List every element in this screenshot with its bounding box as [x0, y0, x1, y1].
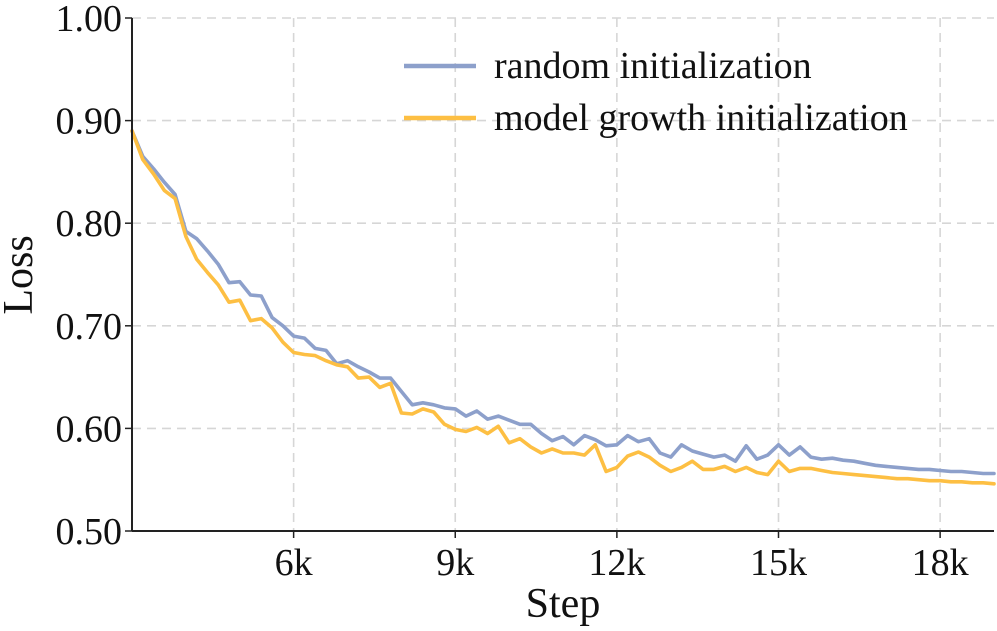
axes [131, 18, 994, 532]
x-tick-label: 15k [750, 542, 807, 584]
series-line-model-growth-initialization [130, 129, 996, 486]
legend-label: random initialization [494, 45, 812, 87]
legend: random initialization model growth initia… [404, 45, 908, 139]
x-tick-label: 18k [912, 542, 969, 584]
x-axis-label: Step [526, 581, 601, 627]
y-tick-label: 0.60 [56, 408, 123, 450]
y-tick-label: 0.90 [56, 101, 123, 143]
x-tick-label: 12k [588, 542, 645, 584]
x-tick-label: 9k [436, 542, 474, 584]
y-axis-ticks: 0.50 0.60 0.70 0.80 0.90 1.00 [56, 0, 132, 553]
y-tick-label: 0.70 [56, 306, 123, 348]
series-line-random-initialization [130, 129, 996, 476]
x-axis-ticks: 6k 9k 12k 15k 18k [275, 531, 969, 584]
y-tick-label: 0.50 [56, 511, 123, 553]
series-lines [130, 129, 996, 486]
y-tick-label: 1.00 [56, 0, 123, 40]
x-tick-label: 6k [275, 542, 313, 584]
legend-label: model growth initialization [494, 97, 908, 139]
y-axis-label: Loss [0, 235, 42, 314]
y-tick-label: 0.80 [56, 203, 123, 245]
